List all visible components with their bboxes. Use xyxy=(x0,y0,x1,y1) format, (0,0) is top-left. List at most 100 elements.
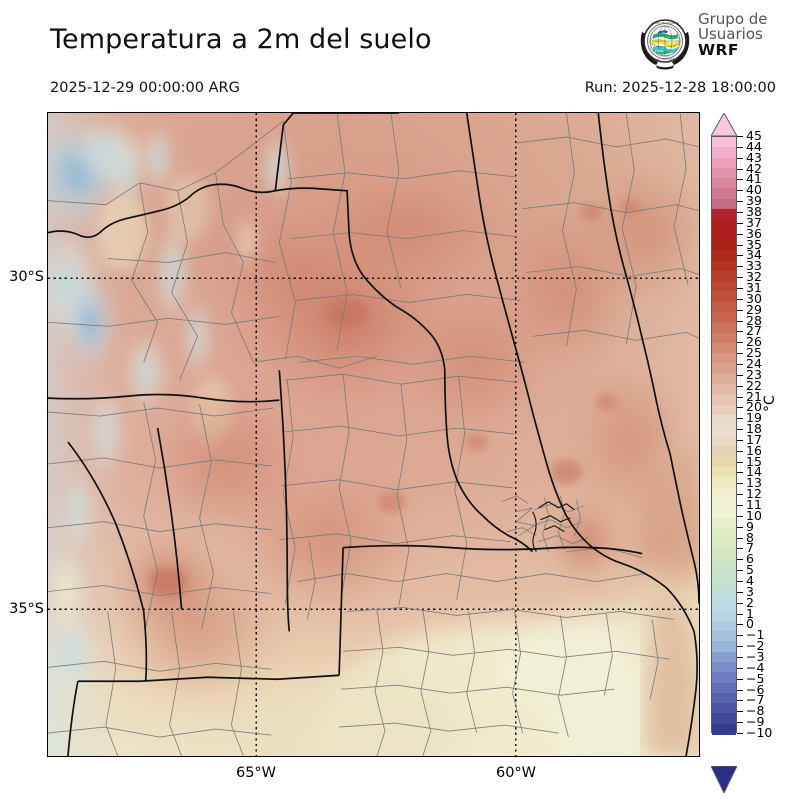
colorbar-tick-label: 4 xyxy=(746,573,754,589)
colorbar-segment xyxy=(712,548,736,560)
colorbar-tick-label: 1 xyxy=(746,605,754,621)
colorbar-segment xyxy=(712,651,736,663)
logo-line-3: WRF xyxy=(698,40,739,59)
colorbar-tick-mark xyxy=(737,342,743,344)
wrf-user-group-seal-icon: GRUPO DE USUARIOS W R F ARGENTINA xyxy=(640,19,690,70)
colorbar-segment xyxy=(712,311,736,323)
colorbar-tick-label: 16 xyxy=(746,442,762,458)
colorbar[interactable]: 45 44 43 42 41 40 39 38 37 36 35 34 33 32 31 30 29 28 27 26… xyxy=(711,113,772,793)
colorbar-segment xyxy=(712,589,736,601)
colorbar-tick-label: −10 xyxy=(746,725,773,740)
colorbar-segment xyxy=(712,486,736,498)
brand-logo-text: Grupo de Usuarios WRF xyxy=(698,11,798,59)
colorbar-tick-mark xyxy=(737,363,743,365)
colorbar-segment xyxy=(712,363,736,375)
colorbar-segment xyxy=(712,610,736,622)
colorbar-tick-mark xyxy=(737,190,743,192)
colorbar-tick-mark xyxy=(737,418,743,420)
colorbar-segment xyxy=(712,641,736,653)
colorbar-tick-label: 21 xyxy=(746,388,762,404)
colorbar-tick-mark xyxy=(737,526,743,528)
colorbar-segment xyxy=(712,342,736,354)
colorbar-segment xyxy=(712,229,736,241)
colorbar-tick-label: 37 xyxy=(746,214,762,230)
colorbar-tick-mark xyxy=(737,515,743,517)
colorbar-tick-label: 36 xyxy=(746,225,762,241)
colorbar-tick-label: −3 xyxy=(746,649,765,665)
colorbar-tick-mark xyxy=(737,429,743,431)
colorbar-tick-mark xyxy=(737,396,743,398)
colorbar-segment xyxy=(712,456,736,467)
colorbar-tick-label: 8 xyxy=(746,529,754,545)
svg-text:GRUPO DE USUARIOS: GRUPO DE USUARIOS xyxy=(651,21,679,25)
colorbar-tick-label: 20 xyxy=(746,399,762,415)
colorbar-segment xyxy=(712,178,736,190)
colorbar-tick-label: 41 xyxy=(746,171,762,187)
colorbar-tick-label: −9 xyxy=(746,714,765,730)
colorbar-tick-mark xyxy=(737,667,743,669)
colorbar-tick-mark xyxy=(737,385,743,387)
colorbar-tick-label: 29 xyxy=(746,301,762,317)
colorbar-tick-label: 19 xyxy=(746,410,762,426)
colorbar-tick-label: 13 xyxy=(746,475,762,491)
colorbar-segment xyxy=(712,703,736,714)
x-axis-tick-label: 65°W xyxy=(235,765,277,781)
colorbar-segment xyxy=(712,137,736,148)
colorbar-segment xyxy=(712,384,736,395)
colorbar-segment xyxy=(712,332,736,344)
svg-text:W R F ARGENTINA: W R F ARGENTINA xyxy=(653,57,677,61)
colorbar-segment xyxy=(712,579,736,591)
colorbar-tick-label: 14 xyxy=(746,464,762,480)
colorbar-tick-mark xyxy=(737,298,743,300)
valid-time-label: 2025-12-29 00:00:00 ARG xyxy=(50,80,240,96)
colorbar-tick-mark xyxy=(737,700,743,702)
y-axis-tick-label: 30°S xyxy=(9,269,44,285)
temperature-map[interactable] xyxy=(47,112,700,757)
colorbar-tick-mark xyxy=(737,570,743,572)
colorbar-tick-label: 18 xyxy=(746,421,762,437)
colorbar-body xyxy=(711,136,737,735)
colorbar-segment xyxy=(712,528,736,540)
colorbar-tick-mark xyxy=(737,374,743,376)
colorbar-tick-label: −8 xyxy=(746,703,765,719)
colorbar-tick-mark xyxy=(737,168,743,170)
colorbar-tick-mark xyxy=(737,461,743,463)
colorbar-segment xyxy=(712,692,736,704)
colorbar-tick-label: 5 xyxy=(746,562,754,578)
colorbar-tick-mark xyxy=(737,331,743,333)
colorbar-tick-label: 12 xyxy=(746,486,762,502)
colorbar-segment xyxy=(712,723,736,735)
colorbar-tick-mark xyxy=(737,602,743,604)
colorbar-tick-mark xyxy=(737,244,743,246)
brand-logo: GRUPO DE USUARIOS W R F ARGENTINA Grupo … xyxy=(636,11,798,74)
colorbar-tick-mark xyxy=(737,439,743,441)
colorbar-segment xyxy=(712,425,736,437)
colorbar-tick-mark xyxy=(737,309,743,311)
colorbar-segment xyxy=(712,569,736,581)
colorbar-unit-label: °C xyxy=(762,395,778,412)
colorbar-segment xyxy=(712,260,736,272)
colorbar-segment xyxy=(712,620,736,632)
colorbar-segment xyxy=(712,353,736,365)
colorbar-tick-label: 38 xyxy=(746,203,762,219)
colorbar-tick-label: 25 xyxy=(746,345,762,361)
colorbar-segment xyxy=(712,713,736,725)
colorbar-segment xyxy=(712,497,736,509)
colorbar-segment xyxy=(712,466,736,478)
colorbar-tick-mark xyxy=(737,277,743,279)
colorbar-tick-mark xyxy=(737,689,743,691)
colorbar-tick-label: −4 xyxy=(746,659,765,675)
colorbar-tick-label: −5 xyxy=(746,670,765,686)
colorbar-under-arrow xyxy=(711,766,737,793)
colorbar-tick-mark xyxy=(737,624,743,626)
colorbar-tick-mark xyxy=(737,450,743,452)
colorbar-segment xyxy=(712,600,736,612)
colorbar-tick-label: 2 xyxy=(746,594,754,610)
colorbar-tick-label: 34 xyxy=(746,247,762,263)
colorbar-segment xyxy=(712,167,736,179)
colorbar-segment xyxy=(712,270,736,282)
colorbar-segment xyxy=(712,517,736,529)
colorbar-tick-mark xyxy=(737,201,743,203)
colorbar-tick-label: −7 xyxy=(746,692,765,708)
